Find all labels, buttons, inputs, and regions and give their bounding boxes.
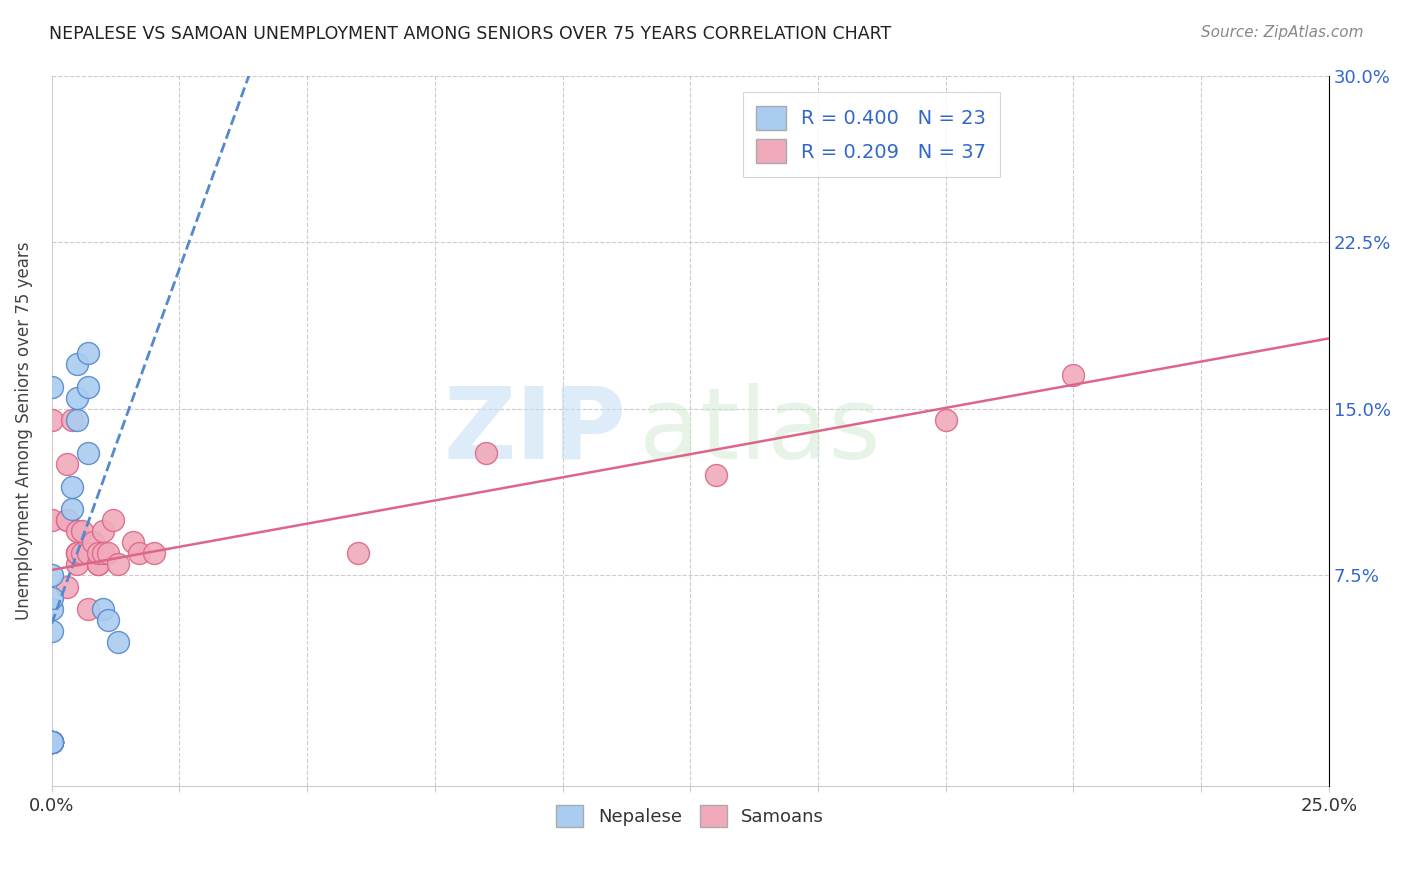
Point bbox=[41, 735, 63, 749]
Point bbox=[60, 479, 83, 493]
Y-axis label: Unemployment Among Seniors over 75 years: Unemployment Among Seniors over 75 years bbox=[15, 242, 32, 620]
Point bbox=[66, 391, 89, 405]
Point bbox=[41, 568, 63, 582]
Text: Source: ZipAtlas.com: Source: ZipAtlas.com bbox=[1201, 25, 1364, 40]
Point bbox=[41, 735, 63, 749]
Text: ZIP: ZIP bbox=[443, 383, 627, 480]
Point bbox=[41, 591, 63, 605]
Point bbox=[41, 735, 63, 749]
Point bbox=[41, 735, 63, 749]
Point bbox=[97, 613, 120, 627]
Point bbox=[142, 546, 165, 560]
Point bbox=[107, 558, 129, 572]
Point bbox=[97, 546, 120, 560]
Point bbox=[41, 735, 63, 749]
Legend: Nepalese, Samoans: Nepalese, Samoans bbox=[548, 797, 831, 834]
Point bbox=[101, 513, 124, 527]
Point bbox=[41, 413, 63, 427]
Point bbox=[704, 468, 727, 483]
Point bbox=[41, 735, 63, 749]
Point bbox=[76, 446, 98, 460]
Point bbox=[56, 513, 79, 527]
Point bbox=[72, 524, 94, 538]
Point bbox=[87, 546, 110, 560]
Point bbox=[66, 546, 89, 560]
Point bbox=[66, 524, 89, 538]
Point bbox=[475, 446, 498, 460]
Point bbox=[41, 601, 63, 615]
Point bbox=[91, 601, 114, 615]
Point bbox=[60, 413, 83, 427]
Text: atlas: atlas bbox=[640, 383, 880, 480]
Point bbox=[66, 546, 89, 560]
Point bbox=[66, 357, 89, 371]
Point bbox=[41, 735, 63, 749]
Point bbox=[41, 735, 63, 749]
Point bbox=[82, 535, 104, 549]
Point bbox=[128, 546, 150, 560]
Point bbox=[1062, 368, 1084, 383]
Point bbox=[41, 513, 63, 527]
Point bbox=[41, 735, 63, 749]
Point bbox=[56, 513, 79, 527]
Point bbox=[72, 546, 94, 560]
Point bbox=[107, 635, 129, 649]
Point bbox=[76, 379, 98, 393]
Point bbox=[87, 558, 110, 572]
Point bbox=[87, 558, 110, 572]
Point bbox=[56, 458, 79, 472]
Point bbox=[935, 413, 957, 427]
Point bbox=[41, 379, 63, 393]
Point bbox=[76, 346, 98, 360]
Point bbox=[122, 535, 145, 549]
Text: NEPALESE VS SAMOAN UNEMPLOYMENT AMONG SENIORS OVER 75 YEARS CORRELATION CHART: NEPALESE VS SAMOAN UNEMPLOYMENT AMONG SE… bbox=[49, 25, 891, 43]
Point bbox=[41, 735, 63, 749]
Point bbox=[76, 601, 98, 615]
Point bbox=[66, 558, 89, 572]
Point bbox=[91, 524, 114, 538]
Point bbox=[56, 580, 79, 594]
Point bbox=[66, 546, 89, 560]
Point bbox=[41, 624, 63, 638]
Point bbox=[66, 413, 89, 427]
Point bbox=[76, 546, 98, 560]
Point bbox=[60, 501, 83, 516]
Point bbox=[91, 546, 114, 560]
Point bbox=[41, 735, 63, 749]
Point bbox=[347, 546, 370, 560]
